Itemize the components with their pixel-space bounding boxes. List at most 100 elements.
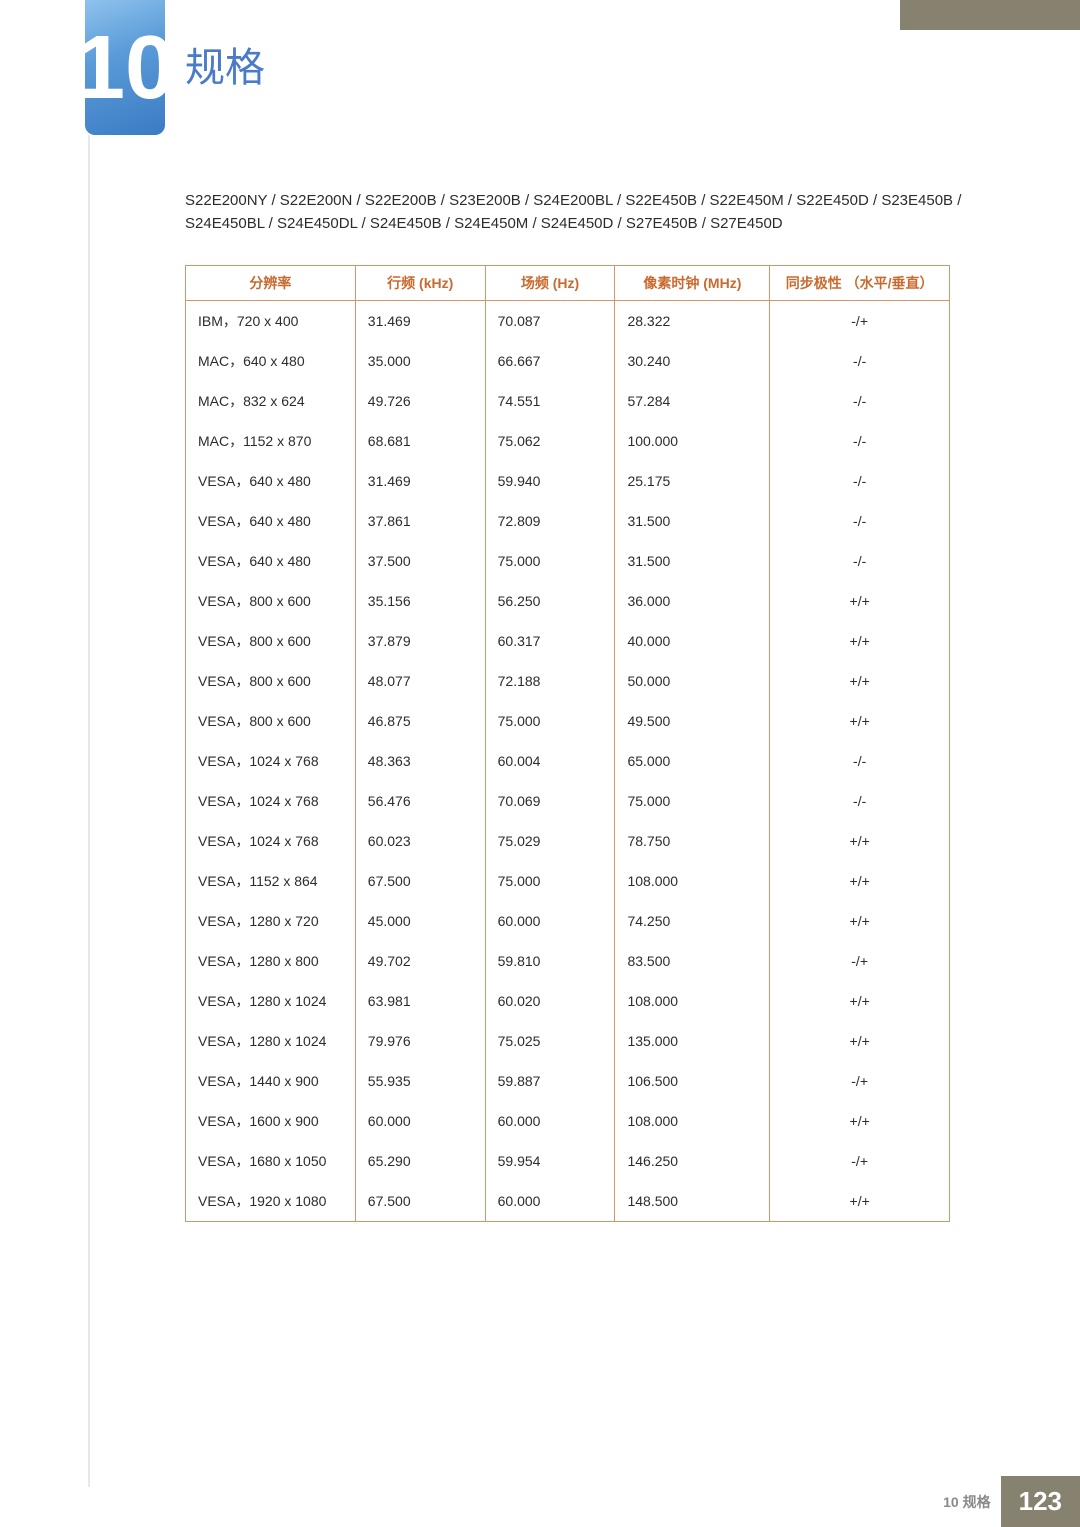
- table-cell: 30.240: [615, 341, 770, 381]
- table-cell: -/+: [770, 301, 950, 342]
- table-cell: VESA，1440 x 900: [186, 1061, 356, 1101]
- table-cell: 75.025: [485, 1021, 615, 1061]
- table-cell: 31.469: [355, 301, 485, 342]
- table-cell: 48.363: [355, 741, 485, 781]
- table-cell: VESA，800 x 600: [186, 621, 356, 661]
- table-row: VESA，1600 x 90060.00060.000108.000+/+: [186, 1101, 950, 1141]
- table-cell: 75.000: [485, 861, 615, 901]
- table-cell: MAC，832 x 624: [186, 381, 356, 421]
- table-cell: 72.188: [485, 661, 615, 701]
- table-cell: 100.000: [615, 421, 770, 461]
- table-cell: 79.976: [355, 1021, 485, 1061]
- table-cell: 75.029: [485, 821, 615, 861]
- table-cell: 63.981: [355, 981, 485, 1021]
- table-cell: 59.954: [485, 1141, 615, 1181]
- table-cell: +/+: [770, 581, 950, 621]
- table-row: VESA，640 x 48037.86172.80931.500-/-: [186, 501, 950, 541]
- table-cell: +/+: [770, 621, 950, 661]
- table-row: VESA，1280 x 80049.70259.81083.500-/+: [186, 941, 950, 981]
- table-cell: -/-: [770, 501, 950, 541]
- table-cell: VESA，800 x 600: [186, 701, 356, 741]
- table-cell: VESA，640 x 480: [186, 461, 356, 501]
- table-cell: 74.551: [485, 381, 615, 421]
- table-row: VESA，640 x 48031.46959.94025.175-/-: [186, 461, 950, 501]
- document-page: 10 规格 S22E200NY / S22E200N / S22E200B / …: [0, 0, 1080, 1527]
- table-cell: 28.322: [615, 301, 770, 342]
- table-row: VESA，1680 x 105065.29059.954146.250-/+: [186, 1141, 950, 1181]
- table-cell: VESA，640 x 480: [186, 541, 356, 581]
- table-cell: 49.702: [355, 941, 485, 981]
- table-cell: 56.250: [485, 581, 615, 621]
- table-cell: 75.062: [485, 421, 615, 461]
- table-cell: VESA，1280 x 720: [186, 901, 356, 941]
- table-cell: -/-: [770, 341, 950, 381]
- table-cell: 108.000: [615, 1101, 770, 1141]
- table-cell: 75.000: [485, 701, 615, 741]
- table-cell: +/+: [770, 661, 950, 701]
- table-cell: 146.250: [615, 1141, 770, 1181]
- table-cell: 56.476: [355, 781, 485, 821]
- table-cell: 75.000: [615, 781, 770, 821]
- table-cell: -/-: [770, 781, 950, 821]
- table-cell: 67.500: [355, 1181, 485, 1222]
- table-cell: VESA，1024 x 768: [186, 821, 356, 861]
- table-cell: 57.284: [615, 381, 770, 421]
- table-row: VESA，640 x 48037.50075.00031.500-/-: [186, 541, 950, 581]
- footer-page-number: 123: [1001, 1476, 1080, 1527]
- table-cell: 31.500: [615, 501, 770, 541]
- table-cell: 66.667: [485, 341, 615, 381]
- table-cell: 59.940: [485, 461, 615, 501]
- table-cell: 37.879: [355, 621, 485, 661]
- table-cell: VESA，800 x 600: [186, 581, 356, 621]
- table-row: VESA，1024 x 76848.36360.00465.000-/-: [186, 741, 950, 781]
- table-cell: 70.069: [485, 781, 615, 821]
- table-cell: MAC，1152 x 870: [186, 421, 356, 461]
- table-cell: 83.500: [615, 941, 770, 981]
- table-cell: MAC，640 x 480: [186, 341, 356, 381]
- header-resolution: 分辨率: [186, 266, 356, 301]
- header-hfreq: 行频 (kHz): [355, 266, 485, 301]
- table-cell: 70.087: [485, 301, 615, 342]
- table-cell: VESA，1152 x 864: [186, 861, 356, 901]
- page-footer: 10 规格 123: [943, 1476, 1080, 1527]
- chapter-number: 10: [75, 23, 175, 113]
- table-row: VESA，1280 x 72045.00060.00074.250+/+: [186, 901, 950, 941]
- table-cell: 72.809: [485, 501, 615, 541]
- table-cell: VESA，1280 x 1024: [186, 981, 356, 1021]
- table-cell: 31.469: [355, 461, 485, 501]
- footer-label: 10 规格: [943, 1492, 990, 1512]
- table-cell: VESA，1024 x 768: [186, 741, 356, 781]
- top-accent-bar: [900, 0, 1080, 30]
- table-cell: 78.750: [615, 821, 770, 861]
- chapter-title: 规格: [185, 35, 265, 93]
- table-cell: +/+: [770, 1181, 950, 1222]
- table-row: VESA，800 x 60037.87960.31740.000+/+: [186, 621, 950, 661]
- table-cell: -/-: [770, 461, 950, 501]
- table-cell: VESA，640 x 480: [186, 501, 356, 541]
- table-row: VESA，1440 x 90055.93559.887106.500-/+: [186, 1061, 950, 1101]
- table-row: MAC，832 x 62449.72674.55157.284-/-: [186, 381, 950, 421]
- table-cell: 59.887: [485, 1061, 615, 1101]
- table-cell: 60.000: [485, 901, 615, 941]
- chapter-badge: 10: [85, 0, 165, 135]
- table-cell: 108.000: [615, 861, 770, 901]
- table-cell: +/+: [770, 701, 950, 741]
- table-cell: +/+: [770, 901, 950, 941]
- table-cell: 60.023: [355, 821, 485, 861]
- table-cell: 50.000: [615, 661, 770, 701]
- table-row: VESA，1024 x 76856.47670.06975.000-/-: [186, 781, 950, 821]
- table-cell: -/-: [770, 541, 950, 581]
- table-cell: -/+: [770, 1061, 950, 1101]
- table-cell: 135.000: [615, 1021, 770, 1061]
- table-cell: 45.000: [355, 901, 485, 941]
- table-cell: 55.935: [355, 1061, 485, 1101]
- table-cell: 59.810: [485, 941, 615, 981]
- table-cell: 35.000: [355, 341, 485, 381]
- table-row: VESA，800 x 60048.07772.18850.000+/+: [186, 661, 950, 701]
- table-cell: 75.000: [485, 541, 615, 581]
- table-cell: 148.500: [615, 1181, 770, 1222]
- table-cell: -/-: [770, 741, 950, 781]
- table-cell: 74.250: [615, 901, 770, 941]
- table-row: VESA，1280 x 102463.98160.020108.000+/+: [186, 981, 950, 1021]
- table-cell: VESA，800 x 600: [186, 661, 356, 701]
